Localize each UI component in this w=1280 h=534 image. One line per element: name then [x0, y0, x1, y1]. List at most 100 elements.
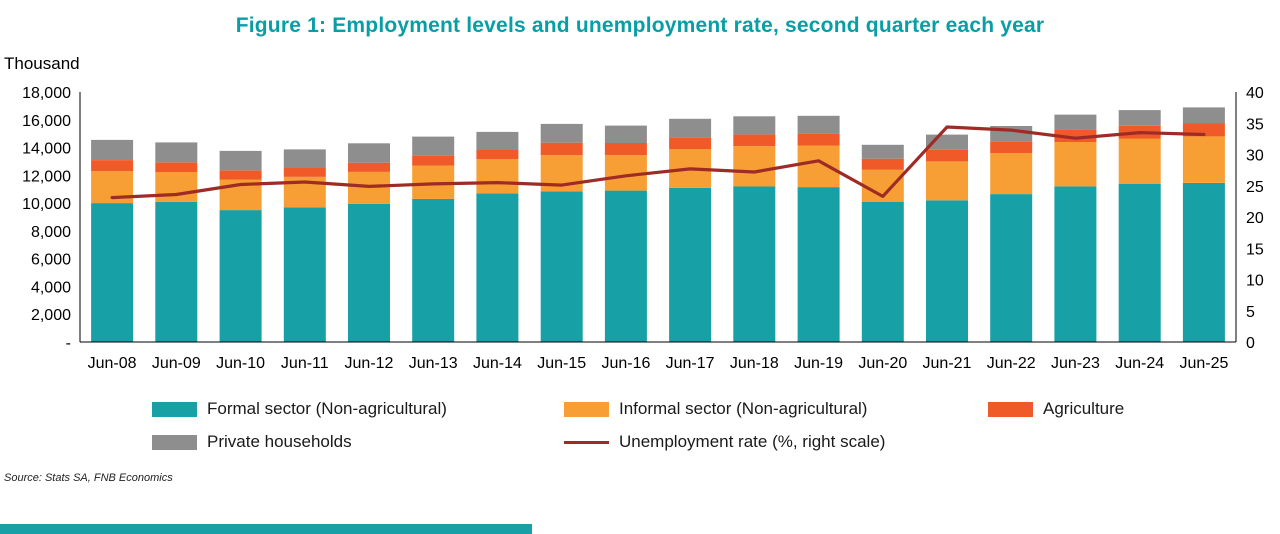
right-axis-tick-label: 5 [1246, 304, 1255, 321]
chart-legend: Formal sector (Non-agricultural) Informa… [152, 399, 1280, 452]
bar-segment-formal [1182, 183, 1225, 342]
bar-segment-private-households [283, 149, 326, 168]
legend-swatch-formal-sector [152, 401, 197, 417]
bar-segment-private-households [861, 144, 904, 159]
employment-chart: 18,000 16,000 14,000 12,000 10,000 8,000 6,000… [22, 85, 1264, 372]
legend-label-agriculture: Agriculture [1043, 399, 1125, 418]
left-axis-tick-label: 2,000 [31, 307, 71, 324]
right-axis-tick-label: 30 [1246, 148, 1264, 165]
bar-segment-formal [797, 187, 840, 342]
bar-segment-informal [1054, 142, 1097, 187]
legend-item-unemployment-rate: Unemployment rate (%, right scale) [564, 432, 988, 452]
bar-segment-formal [219, 210, 262, 342]
legend-label-unemployment-rate: Unemployment rate (%, right scale) [619, 432, 886, 451]
x-axis-label: Jun-14 [473, 355, 522, 372]
bar-segment-private-households [412, 136, 455, 156]
bar-segment-agriculture [283, 168, 326, 177]
page-title: Figure 1: Employment levels and unemploy… [235, 14, 1045, 37]
left-axis-tick-label: 4,000 [31, 279, 71, 296]
bar-segment-private-households [476, 131, 519, 150]
bar-segment-agriculture [219, 170, 262, 180]
left-axis-tick-label: 18,000 [22, 85, 71, 102]
bar-segment-private-households [540, 123, 583, 143]
bar-segment-agriculture [733, 134, 776, 147]
bar-segment-agriculture [155, 162, 198, 172]
legend-item-agriculture: Agriculture [988, 399, 1280, 419]
bar-segment-formal [604, 190, 647, 342]
footer-accent-bar [0, 524, 532, 534]
unemployment-rate-line [110, 125, 1206, 200]
bar-segment-agriculture [412, 155, 455, 166]
bar-segment-agriculture [861, 158, 904, 170]
bar-segment-private-households [797, 115, 840, 134]
left-axis-tick-label: 6,000 [31, 252, 71, 269]
bar-segment-formal [861, 201, 904, 342]
x-axis-label: Jun-24 [1115, 355, 1164, 372]
legend-swatch-private-households [152, 434, 197, 450]
right-axis-tick-label: 10 [1246, 273, 1264, 290]
bar-segment-formal [155, 201, 198, 342]
bar-segment-agriculture [1054, 129, 1097, 142]
bar-segment-informal [476, 159, 519, 194]
left-axis-tick-label: - [66, 335, 71, 352]
x-axis-label: Jun-21 [923, 355, 972, 372]
bar-segment-private-households [219, 150, 262, 171]
bar-segment-formal [348, 203, 390, 342]
right-axis-tick-label: 35 [1246, 116, 1264, 133]
left-axis-tick-label: 16,000 [22, 113, 71, 130]
bar-segment-private-households [348, 143, 390, 163]
bar-segment-informal [1182, 136, 1225, 183]
left-axis-tick-label: 14,000 [22, 141, 71, 158]
x-axis-label: Jun-25 [1179, 355, 1228, 372]
right-axis-tick-label: 15 [1246, 241, 1264, 258]
bar-segment-agriculture [990, 141, 1033, 154]
bar-segment-formal [283, 207, 326, 342]
legend-swatch-informal-sector [564, 401, 609, 417]
bar-segment-agriculture [604, 143, 647, 156]
bar-segment-informal [797, 145, 840, 188]
bar-segment-formal [990, 194, 1033, 342]
bar-segment-formal [1054, 186, 1097, 342]
x-axis-label: Jun-22 [987, 355, 1036, 372]
bar-segment-informal [733, 146, 776, 187]
bar-segment-agriculture [926, 149, 968, 162]
bar-segment-agriculture [348, 162, 390, 172]
x-axis-label: Jun-17 [666, 355, 715, 372]
bar-segment-formal [669, 187, 712, 342]
right-axis-tick-label: 25 [1246, 179, 1264, 196]
bar-segment-agriculture [540, 142, 583, 156]
x-axis-label: Jun-09 [152, 355, 201, 372]
bar-segment-formal [926, 200, 968, 342]
legend-swatch-unemployment-line [564, 440, 609, 444]
legend-item-private-households: Private households [152, 432, 564, 452]
bar-segment-informal [1118, 138, 1161, 184]
right-axis-tick-label: 20 [1246, 210, 1264, 227]
legend-label-private-households: Private households [207, 432, 352, 451]
right-axis-tick-label: 40 [1246, 85, 1264, 102]
bar-segment-private-households [91, 139, 134, 160]
bar-segment-agriculture [797, 133, 840, 146]
legend-item-informal-sector: Informal sector (Non-agricultural) [564, 399, 988, 419]
x-axis-label: Jun-18 [730, 355, 779, 372]
legend-label-formal-sector: Formal sector (Non-agricultural) [207, 399, 447, 418]
bar-segment-agriculture [476, 149, 519, 160]
left-axis-tick-label: 10,000 [22, 196, 71, 213]
right-axis-tick-label: 0 [1246, 335, 1255, 352]
chart-area: 18,000 16,000 14,000 12,000 10,000 8,000 6,000… [0, 76, 1280, 383]
bar-segment-private-households [155, 142, 198, 163]
x-axis-label: Jun-16 [601, 355, 650, 372]
x-axis-label: Jun-13 [409, 355, 458, 372]
x-axis-label: Jun-15 [537, 355, 586, 372]
bar-segment-informal [990, 153, 1033, 195]
x-axis-label: Jun-11 [281, 355, 329, 372]
bar-segment-private-households [1054, 114, 1097, 130]
legend-label-informal-sector: Informal sector (Non-agricultural) [619, 399, 868, 418]
bar-segment-private-households [604, 125, 647, 143]
x-axis-label: Jun-10 [216, 355, 265, 372]
bar-segment-formal [733, 186, 776, 342]
bar-segment-private-households [733, 116, 776, 135]
x-axis-label: Jun-19 [794, 355, 843, 372]
x-axis-label: Jun-23 [1051, 355, 1100, 372]
bar-segment-formal [540, 191, 583, 342]
bar-segment-agriculture [669, 137, 712, 149]
